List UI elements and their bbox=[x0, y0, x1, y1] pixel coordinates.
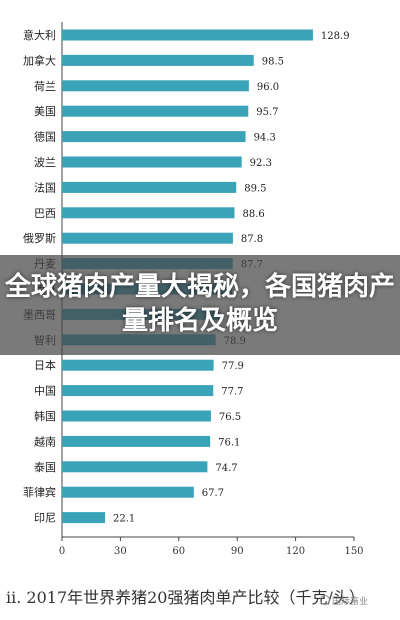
x-tick-label: 90 bbox=[231, 546, 244, 557]
bar bbox=[62, 80, 249, 92]
value-label: 87.8 bbox=[241, 234, 263, 245]
x-tick-label: 30 bbox=[114, 546, 127, 557]
value-label: 88.6 bbox=[242, 209, 264, 220]
x-tick-label: 120 bbox=[286, 546, 305, 557]
watermark: 国际畜业 bbox=[320, 594, 368, 607]
bar-group: 泰国 74.7 bbox=[34, 460, 238, 474]
category-label: 巴西 bbox=[34, 207, 56, 220]
category-label: 加拿大 bbox=[23, 53, 56, 67]
bar-group: 菲律宾 67.7 bbox=[23, 485, 224, 499]
bar bbox=[62, 232, 233, 244]
bar-group: 美国 95.7 bbox=[34, 105, 279, 118]
x-tick-label: 0 bbox=[59, 546, 65, 557]
category-label: 德国 bbox=[34, 130, 56, 144]
category-label: 印尼 bbox=[34, 512, 56, 525]
value-label: 94.3 bbox=[254, 133, 276, 144]
category-label: 韩国 bbox=[34, 409, 56, 423]
bar bbox=[62, 207, 235, 219]
bar-group: 荷兰 96.0 bbox=[34, 80, 279, 93]
bar bbox=[62, 512, 106, 524]
chart-caption: ii. 2017年世界养猪20强猪肉单产比较（千克/头） bbox=[6, 588, 365, 607]
bar bbox=[62, 131, 246, 143]
bar-group: 法国 89.5 bbox=[34, 180, 266, 194]
bar bbox=[62, 29, 313, 41]
bar bbox=[62, 54, 254, 66]
bar bbox=[62, 410, 211, 422]
bar bbox=[62, 385, 214, 397]
bar bbox=[62, 359, 214, 371]
value-label: 95.7 bbox=[256, 107, 278, 118]
category-label: 泰国 bbox=[34, 460, 56, 474]
value-label: 89.5 bbox=[244, 183, 266, 194]
category-label: 菲律宾 bbox=[23, 485, 56, 499]
category-label: 日本 bbox=[34, 358, 56, 372]
x-tick-label: 150 bbox=[344, 546, 363, 557]
category-label: 波兰 bbox=[34, 156, 56, 169]
watermark-text: 国际畜业 bbox=[332, 597, 369, 607]
bar bbox=[62, 486, 194, 498]
value-label: 77.7 bbox=[221, 387, 243, 398]
overlay-title: 全球猪肉产量大揭秘，各国猪肉产量排名及概览 bbox=[4, 272, 395, 336]
value-label: 74.7 bbox=[215, 463, 237, 474]
value-label: 96.0 bbox=[257, 82, 279, 93]
bar-group: 俄罗斯 87.8 bbox=[23, 232, 263, 245]
category-label: 美国 bbox=[34, 105, 56, 118]
bar bbox=[62, 181, 237, 193]
bar bbox=[62, 435, 211, 447]
category-label: 俄罗斯 bbox=[23, 232, 56, 245]
bar-group: 日本 77.9 bbox=[34, 358, 244, 372]
title-overlay-band bbox=[0, 255, 400, 355]
bar-group: 中国 77.7 bbox=[34, 385, 244, 398]
watermark-logo-icon bbox=[320, 595, 330, 605]
category-label: 越南 bbox=[34, 434, 56, 448]
value-label: 98.5 bbox=[262, 56, 284, 67]
value-label: 76.5 bbox=[219, 412, 241, 423]
bar bbox=[62, 156, 242, 168]
bar-group: 波兰 92.3 bbox=[34, 156, 272, 169]
bar-group: 德国 94.3 bbox=[34, 130, 276, 144]
bar bbox=[62, 461, 208, 473]
category-label: 中国 bbox=[34, 385, 56, 398]
bar-group: 越南 76.1 bbox=[34, 434, 240, 448]
bar-group: 加拿大 98.5 bbox=[23, 53, 284, 67]
value-label: 77.9 bbox=[222, 361, 244, 372]
value-label: 67.7 bbox=[202, 488, 224, 499]
category-label: 法国 bbox=[34, 180, 56, 194]
category-label: 意大利 bbox=[23, 28, 56, 42]
category-label: 荷兰 bbox=[34, 80, 56, 93]
value-label: 128.9 bbox=[321, 31, 350, 42]
value-label: 76.1 bbox=[218, 437, 240, 448]
bar-group: 韩国 76.5 bbox=[34, 409, 241, 423]
bar bbox=[62, 105, 249, 117]
x-tick-label: 60 bbox=[172, 546, 185, 557]
bar-group: 巴西 88.6 bbox=[34, 207, 265, 220]
bar-group: 印尼 22.1 bbox=[34, 512, 135, 525]
value-label: 22.1 bbox=[113, 514, 135, 525]
bar-group: 意大利 128.9 bbox=[23, 28, 350, 42]
value-label: 92.3 bbox=[250, 158, 272, 169]
